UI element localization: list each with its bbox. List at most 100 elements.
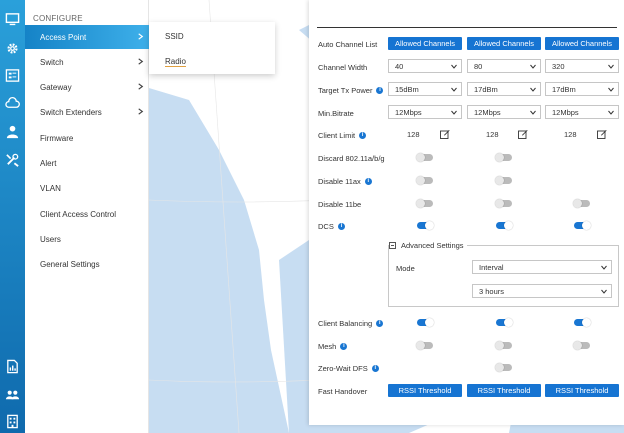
client-limit-label: Client Limit i (318, 131, 367, 140)
channel-width-select-2g[interactable]: 40 (388, 59, 462, 73)
users-config-icon[interactable] (0, 122, 25, 140)
menu-item-gateway[interactable]: Gateway (25, 75, 149, 99)
zero-wait-dfs-toggle-5g[interactable] (495, 363, 512, 372)
chevron-down-icon (451, 64, 457, 69)
chevron-down-icon (451, 110, 457, 115)
menu-item-firmware[interactable]: Firmware (25, 126, 149, 150)
chevron-right-icon (138, 108, 144, 115)
discard-11abg-toggle-2g[interactable] (416, 153, 433, 162)
allowed-channels-button-2g[interactable]: Allowed Channels (388, 37, 462, 50)
menu-header: CONFIGURE (33, 14, 83, 23)
menu-item-label: Alert (40, 158, 57, 168)
tx-power-select-2g[interactable]: 15dBm (388, 82, 462, 96)
menu-item-access-point[interactable]: Access Point (25, 25, 149, 49)
channel-width-select-5g[interactable]: 80 (467, 59, 541, 73)
panel-divider (317, 27, 617, 28)
client-balancing-toggle-5g[interactable] (496, 318, 513, 327)
advanced-settings-header[interactable]: Advanced Settings (389, 241, 467, 250)
client-balancing-toggle-2g[interactable] (417, 318, 434, 327)
submenu-item-ssid[interactable]: SSID (165, 32, 184, 41)
chevron-down-icon (601, 289, 607, 294)
min-bitrate-select-5g[interactable]: 12Mbps (467, 105, 541, 119)
disable-11be-label: Disable 11be (318, 200, 362, 209)
menu-item-label: VLAN (40, 183, 61, 193)
disable-11be-toggle-6g[interactable] (573, 199, 590, 208)
tx-power-select-6g[interactable]: 17dBm (545, 82, 619, 96)
info-icon[interactable]: i (371, 365, 379, 372)
tx-power-select-5g[interactable]: 17dBm (467, 82, 541, 96)
mesh-toggle-6g[interactable] (573, 341, 590, 350)
chevron-down-icon (451, 87, 457, 92)
mesh-toggle-5g[interactable] (495, 341, 512, 350)
mesh-toggle-2g[interactable] (416, 341, 433, 350)
menu-item-alert[interactable]: Alert (25, 151, 149, 175)
min-bitrate-select-6g[interactable]: 12Mbps (545, 105, 619, 119)
menu-item-general-settings[interactable]: General Settings (25, 252, 149, 276)
fast-handover-label: Fast Handover (318, 387, 368, 396)
client-limit-value-5g: 128 (486, 130, 499, 139)
cloud-icon[interactable] (0, 94, 25, 112)
rssi-threshold-button-5g[interactable]: RSSI Threshold (467, 384, 541, 397)
menu-item-vlan[interactable]: VLAN (25, 176, 149, 200)
info-icon[interactable]: i (376, 87, 384, 94)
people-icon[interactable] (0, 385, 25, 403)
chevron-down-icon (530, 110, 536, 115)
discard-11abg-toggle-5g[interactable] (495, 153, 512, 162)
allowed-channels-button-6g[interactable]: Allowed Channels (545, 37, 619, 50)
icon-rail (0, 0, 25, 433)
report-icon[interactable] (0, 357, 25, 375)
info-icon[interactable]: i (337, 223, 345, 230)
chevron-right-icon (138, 33, 144, 40)
client-limit-value-2g: 128 (407, 130, 420, 139)
menu-item-label: Switch Extenders (40, 107, 102, 117)
min-bitrate-label: Min.Bitrate (318, 109, 354, 118)
menu-item-label: Access Point (40, 32, 87, 42)
edit-icon[interactable] (440, 129, 450, 139)
disable-11be-toggle-5g[interactable] (495, 199, 512, 208)
zero-wait-dfs-label: Zero-Wait DFS i (318, 364, 379, 373)
auto-channel-list-label: Auto Channel List (318, 40, 378, 49)
channel-width-label: Channel Width (318, 63, 368, 72)
edit-icon[interactable] (518, 129, 528, 139)
list-icon[interactable] (0, 66, 25, 84)
gear-icon[interactable] (0, 39, 25, 57)
menu-item-switch-extenders[interactable]: Switch Extenders (25, 100, 149, 124)
tools-icon[interactable] (0, 150, 25, 168)
access-point-submenu: SSID Radio (149, 22, 275, 74)
rssi-threshold-button-6g[interactable]: RSSI Threshold (545, 384, 619, 397)
client-balancing-label: Client Balancing i (318, 319, 384, 328)
allowed-channels-button-5g[interactable]: Allowed Channels (467, 37, 541, 50)
rssi-threshold-button-2g[interactable]: RSSI Threshold (388, 384, 462, 397)
monitor-icon[interactable] (0, 10, 25, 28)
info-icon[interactable]: i (359, 132, 367, 139)
menu-item-label: Switch (40, 57, 64, 67)
dcs-mode-select[interactable]: Interval (472, 260, 612, 274)
chevron-down-icon (530, 64, 536, 69)
channel-width-select-6g[interactable]: 320 (545, 59, 619, 73)
menu-item-users[interactable]: Users (25, 227, 149, 251)
submenu-item-radio[interactable]: Radio (165, 57, 186, 67)
collapse-icon[interactable] (389, 242, 396, 249)
dcs-toggle-5g[interactable] (496, 221, 513, 230)
disable-11ax-toggle-2g[interactable] (416, 176, 433, 185)
mode-label: Mode (396, 264, 415, 273)
dcs-interval-select[interactable]: 3 hours (472, 284, 612, 298)
min-bitrate-select-2g[interactable]: 12Mbps (388, 105, 462, 119)
info-icon[interactable]: i (364, 178, 372, 185)
info-icon[interactable]: i (340, 343, 348, 350)
dcs-toggle-2g[interactable] (417, 221, 434, 230)
dcs-label: DCS i (318, 222, 345, 231)
menu-item-switch[interactable]: Switch (25, 50, 149, 74)
client-limit-value-6g: 128 (564, 130, 577, 139)
client-balancing-toggle-6g[interactable] (574, 318, 591, 327)
edit-icon[interactable] (597, 129, 607, 139)
building-icon[interactable] (0, 412, 25, 430)
info-icon[interactable]: i (376, 320, 384, 327)
menu-item-label: Firmware (40, 133, 74, 143)
chevron-right-icon (138, 83, 144, 90)
menu-item-client-access-control[interactable]: Client Access Control (25, 202, 149, 226)
dcs-toggle-6g[interactable] (574, 221, 591, 230)
disable-11ax-toggle-5g[interactable] (495, 176, 512, 185)
chevron-down-icon (608, 64, 614, 69)
disable-11be-toggle-2g[interactable] (416, 199, 433, 208)
